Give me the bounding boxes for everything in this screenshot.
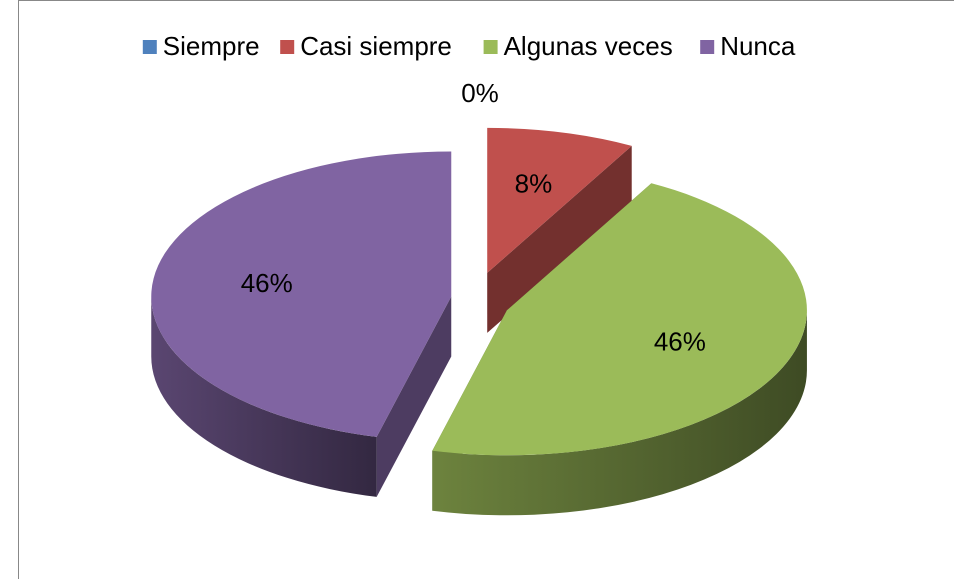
legend-swatch: [700, 40, 715, 54]
pie-slice: [432, 183, 807, 516]
legend-label: Nunca: [720, 31, 796, 61]
pie-slice: [487, 127, 632, 333]
slice-top: [432, 183, 807, 456]
pie-slice: [151, 151, 452, 497]
data-label: 8%: [515, 169, 553, 199]
legend-swatch: [142, 40, 157, 54]
legend-label: Siempre: [163, 31, 260, 61]
slice-side: [432, 310, 807, 516]
legend-swatch: [280, 40, 295, 54]
slice-top: [151, 151, 452, 437]
data-label: 46%: [654, 326, 706, 356]
slice-top: [487, 127, 632, 273]
slice-wall: [376, 296, 452, 497]
slice-wall: [487, 145, 632, 333]
legend-label: Algunas veces: [504, 31, 673, 61]
slice-side: [151, 296, 377, 497]
data-label: 0%: [461, 78, 499, 108]
legend-label: Casi siempre: [300, 31, 452, 61]
data-label: 46%: [241, 268, 293, 298]
legend-swatch: [483, 40, 498, 54]
